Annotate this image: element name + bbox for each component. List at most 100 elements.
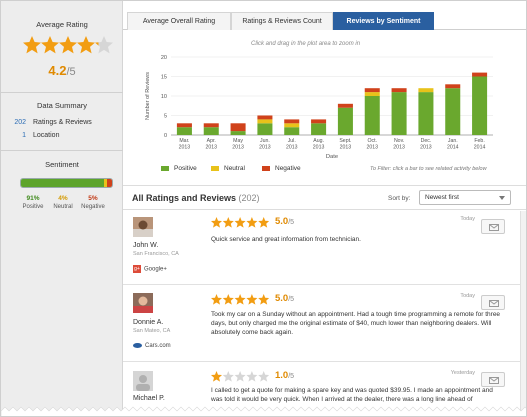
bar-negative (472, 72, 488, 77)
x-tick-label: Jun. (260, 138, 270, 144)
summary-count: 202 (14, 119, 26, 126)
star-icon (234, 217, 246, 228)
tab-ratings-reviews-count[interactable]: Ratings & Reviews Count (231, 12, 333, 30)
review-date: Today (460, 293, 475, 299)
star-icon (211, 371, 222, 382)
cars-com-icon (133, 343, 142, 348)
x-tick-label: 2013 (366, 145, 378, 151)
envelope-icon (489, 377, 499, 384)
reviews-scrollbar[interactable] (520, 211, 526, 416)
star-icon (222, 294, 234, 305)
chart-tabs: Average Overall Rating Ratings & Reviews… (123, 12, 526, 30)
x-tick-label: Oct. (367, 138, 377, 144)
bar-neutral (364, 92, 380, 96)
star-icon (211, 294, 222, 305)
bar-neutral (418, 88, 434, 93)
star-icon (258, 294, 269, 305)
bar-negative (284, 119, 300, 124)
reviewer-name[interactable]: Michael P. (133, 395, 165, 402)
bar-negative (364, 88, 380, 93)
legend-positive[interactable]: Positive (161, 165, 197, 172)
bar-positive (311, 123, 327, 135)
bar-positive (445, 88, 461, 135)
reviewer-name[interactable]: John W. (133, 242, 159, 249)
star-icon (234, 371, 246, 382)
bar-positive (230, 131, 246, 135)
sentiment-bar (20, 178, 113, 188)
avatar (133, 293, 153, 313)
x-tick-label: May (233, 138, 243, 144)
legend-neutral[interactable]: Neutral (211, 165, 245, 172)
bar-negative (176, 123, 192, 128)
tab-reviews-by-sentiment[interactable]: Reviews by Sentiment (333, 12, 434, 30)
sidebar: Average Rating 4.2/5 Data Summary 202 Rat… (1, 1, 123, 416)
review-text: I called to get a quote for making a spa… (211, 387, 493, 403)
legend-negative[interactable]: Negative (262, 165, 301, 172)
summary-label: Location (33, 132, 60, 139)
sentiment-bar-neutral (103, 179, 108, 187)
reviewer-name[interactable]: Donnie A. (133, 319, 164, 326)
y-tick-label: 5 (164, 114, 167, 120)
reply-button[interactable] (481, 372, 505, 387)
reviewer-location: San Mateo, CA (133, 328, 171, 334)
x-tick-label: Dec. (421, 138, 432, 144)
avatar (133, 371, 153, 391)
bar-positive (176, 127, 192, 135)
star-icon (258, 371, 269, 382)
average-rating-stars (23, 36, 113, 54)
bar-negative (337, 103, 353, 108)
bar-positive (257, 123, 273, 135)
legend-swatch (262, 165, 270, 171)
review-score: 5.0/5 (275, 293, 295, 304)
x-tick-label: 2013 (259, 145, 271, 151)
filter-hint: To Filter: click a bar to see related ac… (370, 166, 487, 172)
reply-button[interactable] (481, 219, 505, 234)
x-tick-label: 2013 (179, 145, 191, 151)
review-item: Donnie A. San Mateo, CA Cars.com 5.0/5 T… (123, 284, 526, 364)
bar-negative (230, 123, 246, 132)
star-icon (258, 217, 269, 228)
star-icon (41, 36, 59, 54)
reviewer-location: San Francisco, CA (133, 251, 179, 257)
summary-reviews-row[interactable]: 202 Ratings & Reviews (11, 119, 91, 126)
x-tick-label: Jan. (448, 138, 458, 144)
chevron-down-icon (499, 196, 505, 200)
reviews-title: All Ratings and Reviews (202) (132, 193, 260, 203)
bar-positive (203, 127, 219, 135)
bar-positive (472, 76, 488, 135)
star-icon (211, 217, 222, 228)
star-icon (77, 36, 95, 54)
y-tick-label: 0 (164, 133, 167, 139)
tab-average-overall-rating[interactable]: Average Overall Rating (127, 12, 231, 30)
review-text: Quick service and great information from… (211, 236, 361, 243)
bar-negative (311, 119, 327, 124)
star-icon (222, 371, 234, 382)
review-divider (123, 284, 526, 285)
star-icon (23, 36, 41, 54)
bar-negative (257, 115, 273, 120)
bar-negative (391, 88, 407, 93)
sentiment-bar-negative (107, 179, 112, 187)
y-tick-label: 20 (161, 55, 167, 61)
x-tick-label: Sept. (339, 138, 351, 144)
x-tick-label: Jul. (288, 138, 296, 144)
torn-edge (1, 406, 526, 416)
review-source: Cars.com (133, 343, 171, 349)
x-tick-label: 2013 (205, 145, 217, 151)
bar-negative (445, 84, 461, 89)
review-score: 5.0/5 (275, 216, 295, 227)
sidebar-divider (1, 150, 123, 151)
sort-select[interactable]: Newest first (419, 190, 511, 205)
bar-positive (337, 107, 353, 135)
summary-location-row[interactable]: 1 Location (11, 132, 59, 139)
bar-positive (364, 96, 380, 135)
star-icon (234, 294, 246, 305)
avatar (133, 217, 153, 237)
reviews-header: All Ratings and Reviews (202) Sort by: N… (123, 185, 526, 210)
y-tick-label: 10 (161, 94, 167, 100)
bar-positive (391, 92, 407, 135)
x-tick-label: 2013 (313, 145, 325, 151)
reply-button[interactable] (481, 295, 505, 310)
envelope-icon (489, 300, 499, 307)
